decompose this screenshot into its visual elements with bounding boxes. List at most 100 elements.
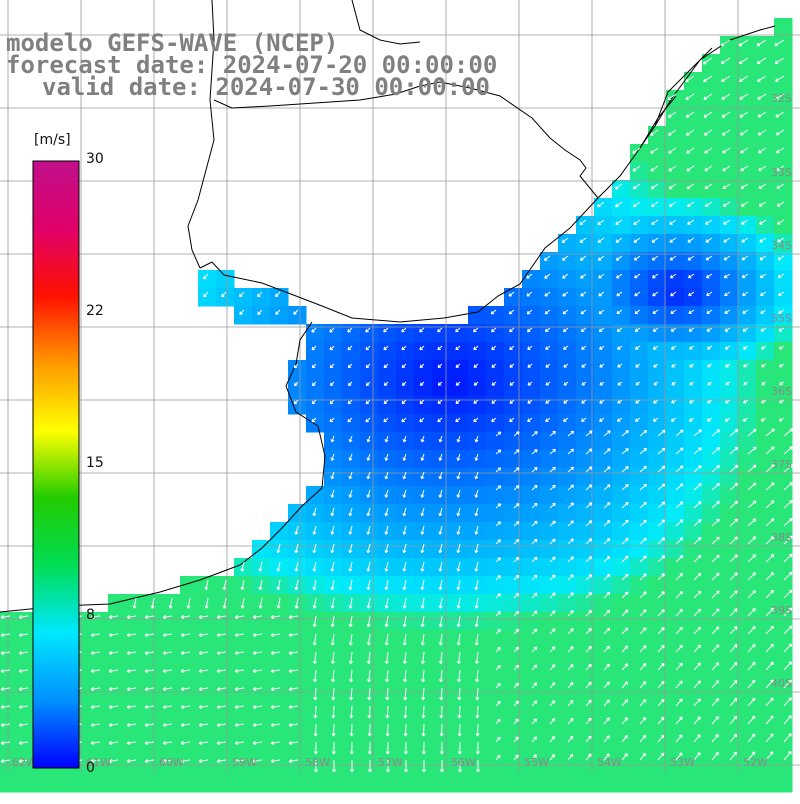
wind-arrow xyxy=(385,723,390,737)
wind-arrow xyxy=(652,309,659,314)
wind-cell xyxy=(702,576,721,595)
wind-cell xyxy=(486,702,505,721)
wind-arrow xyxy=(740,183,749,189)
wind-cell xyxy=(684,396,703,415)
wind-arrow xyxy=(420,597,425,609)
wind-arrow xyxy=(329,327,335,333)
wind-cell xyxy=(684,126,703,145)
wind-cell xyxy=(666,198,685,217)
wind-arrow xyxy=(0,759,11,764)
wind-arrow xyxy=(657,645,665,653)
wind-arrow xyxy=(669,237,677,243)
wind-arrow xyxy=(545,345,551,350)
wind-cell xyxy=(504,576,523,595)
wind-arrow xyxy=(597,219,605,226)
wind-cell xyxy=(612,450,631,469)
wind-cell xyxy=(252,288,271,307)
wind-arrow xyxy=(639,537,647,545)
wind-arrow xyxy=(549,754,556,761)
wind-cell xyxy=(468,522,487,541)
wind-cell xyxy=(702,378,721,397)
wind-cell xyxy=(774,36,793,55)
wind-arrow xyxy=(331,741,336,755)
wind-cell xyxy=(540,522,559,541)
wind-arrow xyxy=(531,538,538,545)
wind-cell xyxy=(756,630,775,649)
wind-cell xyxy=(684,558,703,577)
wind-arrow xyxy=(765,661,774,671)
wind-cell xyxy=(126,612,145,631)
wind-arrow xyxy=(491,381,497,386)
wind-cell xyxy=(630,612,649,631)
wind-arrow xyxy=(509,327,515,333)
wind-arrow xyxy=(675,483,684,491)
wind-arrow xyxy=(491,417,497,423)
wind-arrow xyxy=(276,579,281,591)
wind-arrow xyxy=(531,664,538,671)
wind-cell xyxy=(738,450,757,469)
wind-cell xyxy=(720,54,739,73)
wind-cell xyxy=(522,594,541,613)
wind-arrow xyxy=(385,741,390,755)
wind-cell xyxy=(630,144,649,163)
wind-cell xyxy=(702,90,721,109)
wind-cell xyxy=(558,414,577,433)
wind-arrow xyxy=(331,723,336,737)
wind-arrow xyxy=(633,219,641,225)
wind-arrow xyxy=(747,500,757,509)
wind-arrow xyxy=(439,687,444,701)
wind-arrow xyxy=(0,723,11,728)
wind-arrow xyxy=(603,573,611,581)
wind-arrow xyxy=(686,147,695,154)
wind-cell xyxy=(486,774,505,793)
wind-arrow xyxy=(437,417,443,423)
wind-arrow xyxy=(421,760,427,773)
wind-cell xyxy=(756,648,775,667)
wind-arrow xyxy=(633,237,641,243)
wind-arrow xyxy=(275,309,281,315)
wind-cell xyxy=(684,486,703,505)
wind-arrow xyxy=(402,525,407,535)
wind-cell xyxy=(108,720,127,739)
wind-cell xyxy=(720,216,739,235)
wind-arrow xyxy=(401,345,407,351)
wind-cell xyxy=(234,738,253,757)
wind-arrow xyxy=(567,753,574,761)
wind-arrow xyxy=(711,716,719,725)
wind-arrow xyxy=(704,147,713,154)
wind-cell xyxy=(756,576,775,595)
wind-arrow xyxy=(349,723,354,737)
wind-arrow xyxy=(747,608,756,617)
wind-arrow xyxy=(687,237,695,243)
wind-arrow xyxy=(720,57,731,65)
wind-cell xyxy=(738,144,757,163)
wind-arrow xyxy=(203,291,209,298)
wind-cell xyxy=(756,522,775,541)
wind-cell xyxy=(324,522,343,541)
wind-cell xyxy=(306,324,325,343)
wind-arrow xyxy=(216,687,227,692)
wind-arrow xyxy=(585,484,593,491)
wind-arrow xyxy=(495,664,501,671)
wind-cell xyxy=(324,774,343,793)
wind-arrow xyxy=(567,717,574,725)
wind-cell xyxy=(162,738,181,757)
wind-cell xyxy=(90,648,109,667)
wind-cell xyxy=(612,684,631,703)
wind-arrow xyxy=(652,327,659,332)
wind-arrow xyxy=(252,759,263,764)
wind-cell xyxy=(450,414,469,433)
wind-cell xyxy=(522,450,541,469)
wind-arrow xyxy=(544,291,551,297)
wind-arrow xyxy=(475,669,480,683)
wind-arrow xyxy=(585,538,593,545)
wind-cell xyxy=(612,738,631,757)
wind-cell xyxy=(378,342,397,361)
wind-cell xyxy=(414,738,433,757)
wind-arrow xyxy=(742,345,749,350)
wind-cell xyxy=(648,198,667,217)
wind-arrow xyxy=(90,759,101,764)
wind-arrow xyxy=(783,733,792,743)
wind-cell xyxy=(738,396,757,415)
wind-cell xyxy=(774,216,793,235)
